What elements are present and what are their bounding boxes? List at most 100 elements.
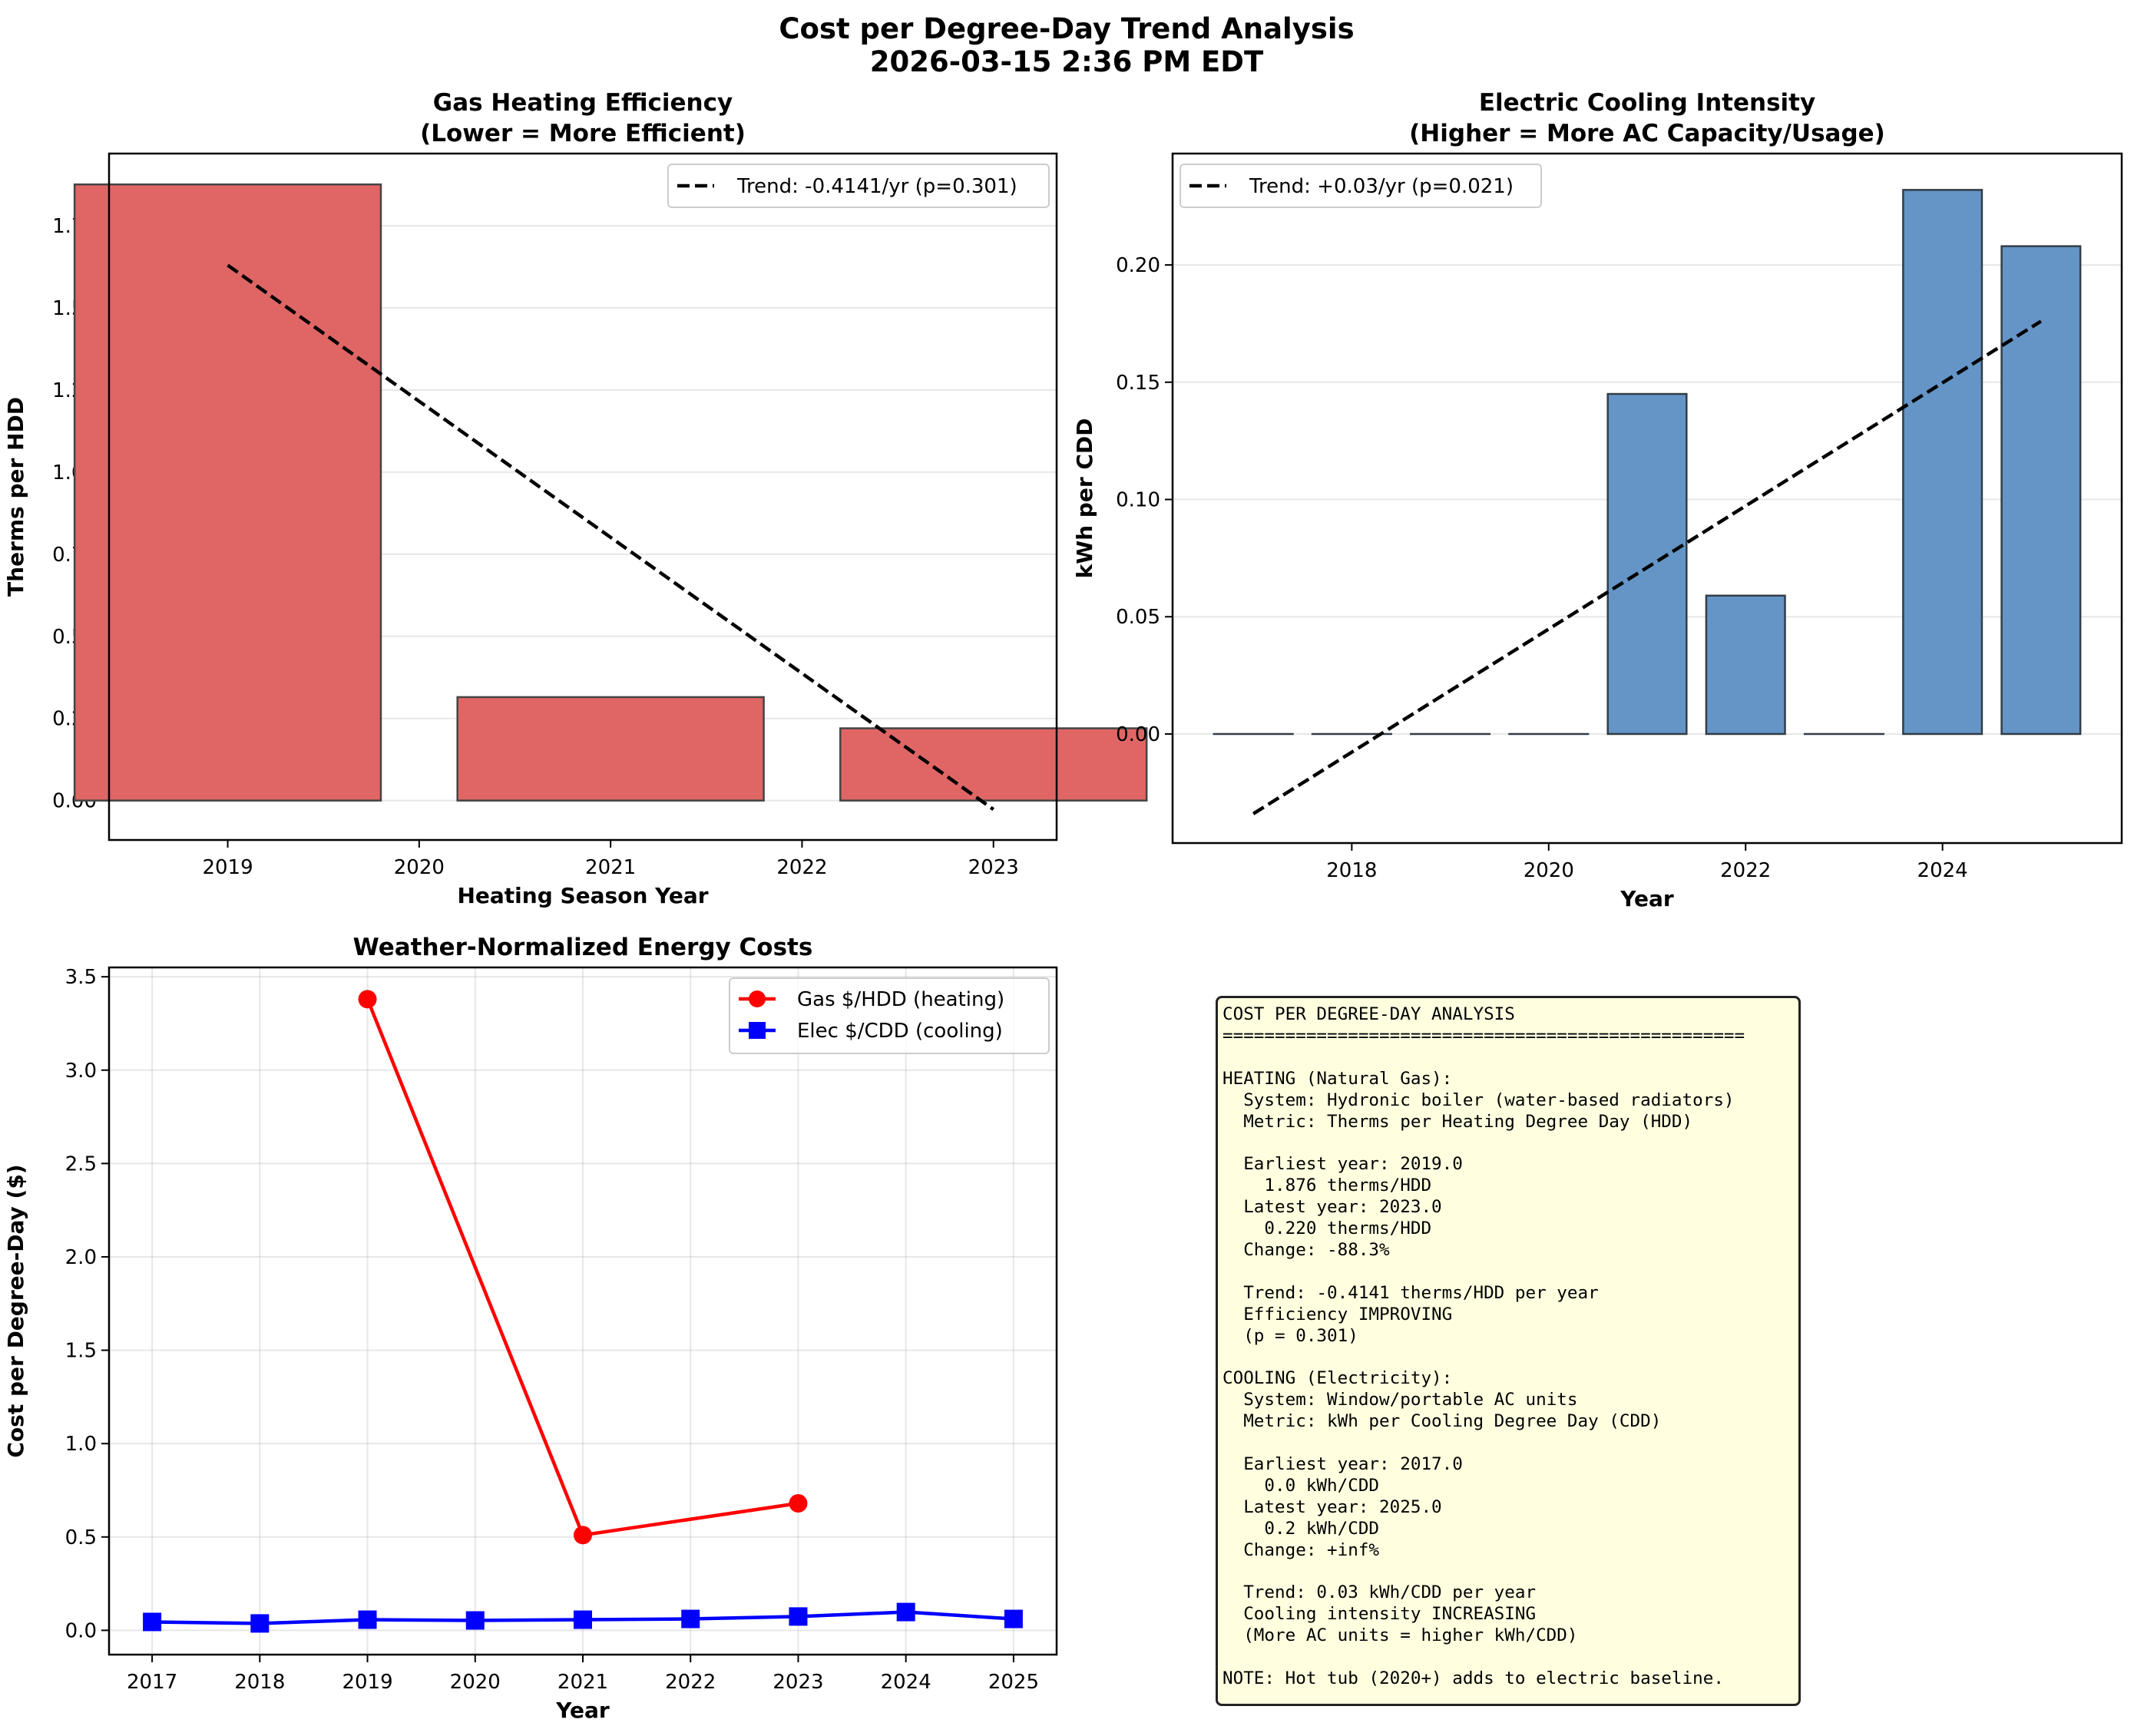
summary-line: 0.220 therms/HDD [1223,1219,1432,1239]
x-tick-label: 2020 [394,856,445,879]
data-point [143,1612,162,1632]
summary-line: NOTE: Hot tub (2020+) adds to electric b… [1223,1668,1724,1689]
y-tick-label: 1.5 [65,1340,97,1363]
x-tick-label: 2021 [585,856,636,879]
y-tick-label: 0.20 [1116,254,1160,277]
summary-line: HEATING (Natural Gas): [1223,1068,1453,1089]
summary-line: Change: +inf% [1223,1539,1380,1560]
x-tick-label: 2021 [557,1671,608,1694]
summary-line: Latest year: 2023.0 [1223,1197,1442,1218]
data-point [358,990,377,1009]
summary-line: COST PER DEGREE-DAY ANALYSIS [1223,1004,1515,1024]
summary-line: Cooling intensity INCREASING [1223,1604,1537,1625]
x-axis-label: Year [555,1698,610,1723]
summary-line: System: Window/portable AC units [1223,1390,1578,1410]
summary-line: Metric: Therms per Heating Degree Day (H… [1223,1111,1693,1132]
x-tick-label: 2022 [665,1671,716,1694]
x-tick-label: 2019 [342,1671,392,1694]
x-tick-label: 2024 [1917,859,1968,882]
summary-line: Earliest year: 2019.0 [1223,1154,1463,1175]
data-point [358,1610,377,1629]
data-point [465,1611,485,1630]
chart-subtitle: (Lower = More Efficient) [420,120,746,147]
summary-line: (p = 0.301) [1223,1325,1358,1346]
chart-subtitle: (Higher = More AC Capacity/Usage) [1409,120,1885,147]
data-point [574,1526,592,1545]
data-point [1004,1609,1023,1629]
x-tick-label: 2023 [773,1671,823,1694]
x-tick-label: 2024 [881,1671,931,1694]
y-tick-label: 3.0 [65,1060,97,1083]
data-point [250,1614,270,1633]
y-tick-label: 0.0 [65,1619,97,1642]
summary-line: 0.0 kWh/CDD [1223,1475,1380,1496]
axes-frame [1171,152,2123,845]
summary-line: Trend: -0.4141 therms/HDD per year [1223,1282,1599,1303]
summary-line: (More AC units = higher kWh/CDD) [1223,1625,1578,1646]
suptitle-line1: Cost per Degree-Day Trend Analysis [779,12,1354,45]
legend-label: Elec $/CDD (cooling) [797,1020,1003,1043]
x-tick-label: 2019 [202,856,253,879]
legend-trend-label: Trend: -0.4141/yr (p=0.301) [736,175,1017,198]
summary-line: Change: -88.3% [1223,1239,1390,1260]
y-axis-label: kWh per CDD [1072,418,1097,579]
summary-line: Trend: 0.03 kWh/CDD per year [1223,1582,1537,1603]
bar-2019 [73,183,382,802]
legend: Trend: -0.4141/yr (p=0.301) [667,164,1050,208]
x-tick-label: 2018 [234,1671,285,1694]
legend-circle-marker-icon [749,990,766,1007]
data-point [896,1602,915,1622]
y-axis-label: Therms per HDD [3,397,28,597]
data-point [789,1494,808,1513]
y-tick-label: 3.5 [65,966,97,989]
summary-line: Latest year: 2025.0 [1223,1496,1442,1517]
x-tick-label: 2025 [988,1671,1039,1694]
y-tick-label: 0.15 [1116,372,1160,395]
summary-line: COOLING (Electricity): [1223,1368,1453,1389]
x-tick-label: 2017 [127,1671,177,1694]
trend-line [1252,319,2043,815]
summary-line: Efficiency IMPROVING [1223,1304,1453,1324]
y-tick-label: 0.05 [1116,606,1160,629]
y-tick-label: 0.00 [1116,723,1160,746]
gas-heating-chart: Gas Heating Efficiency (Lower = More Effi… [3,89,1148,908]
y-tick-label: 0.10 [1116,489,1160,512]
electric-cooling-chart: Electric Cooling Intensity (Higher = More… [1072,89,2123,911]
x-tick-label: 2022 [776,856,827,879]
chart-title: Weather-Normalized Energy Costs [353,934,813,961]
x-tick-label: 2020 [1524,859,1574,882]
bar-2023 [839,727,1148,802]
summary-line: 1.876 therms/HDD [1223,1176,1432,1196]
bar-2022 [1705,594,1786,736]
axes-frame [108,966,1058,1656]
legend-frame [1179,164,1542,208]
bar-2024 [1902,189,1983,736]
suptitle-line2: 2026-03-15 2:36 PM EDT [870,45,1264,78]
axes-frame [108,152,1058,842]
y-tick-label: 2.5 [65,1152,97,1176]
chart-title: Gas Heating Efficiency [433,89,733,117]
chart-title: Electric Cooling Intensity [1479,89,1815,117]
data-point [789,1607,808,1626]
y-axis-label: Cost per Degree-Day ($) [3,1164,28,1457]
x-tick-label: 2023 [968,856,1019,879]
summary-line: ========================================… [1223,1025,1745,1046]
x-tick-label: 2018 [1326,859,1377,882]
summary-line: 0.2 kWh/CDD [1223,1518,1380,1539]
data-point [574,1610,592,1629]
summary-text: COST PER DEGREE-DAY ANALYSIS ===========… [1223,1004,1795,1690]
x-axis-label: Year [1620,886,1674,911]
data-point [681,1609,700,1629]
bar-2021 [1606,392,1688,736]
y-tick-label: 0.5 [65,1526,97,1549]
summary-line: Metric: kWh per Cooling Degree Day (CDD) [1223,1411,1662,1432]
x-axis-label: Heating Season Year [457,883,708,908]
summary-line: Earliest year: 2017.0 [1223,1454,1463,1475]
bar-2025 [2000,245,2082,736]
weather-normalized-chart: Weather-Normalized Energy Costs 0.0 0.5 1.0… [3,934,1058,1723]
y-tick-label: 2.0 [65,1246,97,1269]
legend: Gas $/HDD (heating) Elec $/CDD (cooling) [729,977,1050,1054]
summary-line: System: Hydronic boiler (water-based rad… [1223,1090,1735,1110]
x-tick-label: 2020 [450,1671,501,1694]
